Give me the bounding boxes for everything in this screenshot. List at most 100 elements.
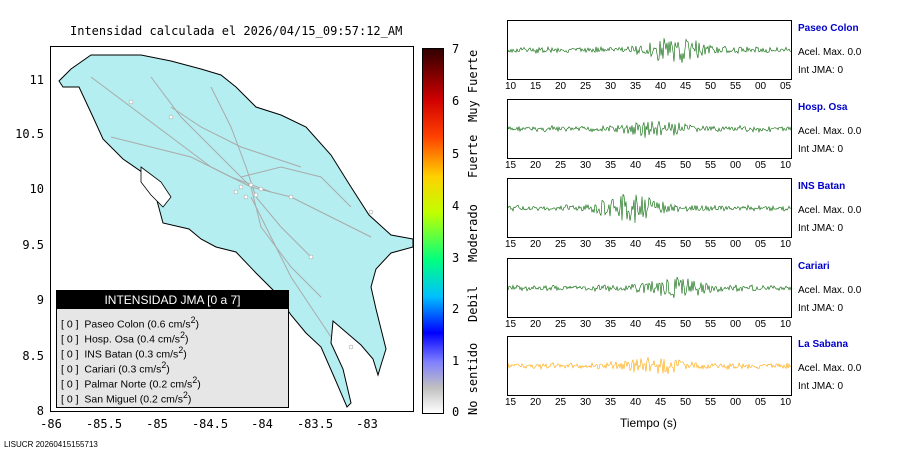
time-tick-label: 00 — [755, 81, 767, 92]
time-tick-label: 35 — [630, 81, 642, 92]
time-tick-label: 35 — [605, 239, 617, 250]
station-jma-intensity: Int JMA: 0 — [798, 144, 844, 155]
time-tick-label: 40 — [655, 81, 667, 92]
station-name[interactable]: Cariari — [798, 261, 830, 272]
waveform-panel[interactable] — [507, 99, 792, 159]
time-tick-label: 25 — [555, 397, 567, 408]
intensity-legend: INTENSIDAD JMA [0 a 7] [ 0 ] Paseo Colon… — [56, 290, 289, 408]
time-tick-label: 05 — [755, 397, 767, 408]
legend-title: INTENSIDAD JMA [0 a 7] — [57, 291, 288, 309]
legend-item: [ 0 ] Cariari (0.3 cm/s2) — [61, 360, 170, 376]
colorbar-word: Debil — [466, 285, 480, 322]
x-tick-label: -83.5 — [296, 417, 334, 431]
map-title: Intensidad calculada el 2026/04/15_09:57… — [70, 24, 403, 38]
waveform-line — [508, 193, 791, 224]
station-name[interactable]: Paseo Colon — [798, 23, 859, 34]
waveform-panel[interactable] — [507, 20, 792, 80]
time-tick-label: 50 — [680, 397, 692, 408]
y-tick-label: 11 — [29, 73, 44, 87]
station-max-acceleration: Acel. Max. 0.0 — [798, 363, 862, 374]
time-tick-label: 35 — [605, 397, 617, 408]
time-tick-label: 15 — [505, 319, 517, 330]
time-tick-label: 00 — [730, 397, 742, 408]
time-tick-label: 10 — [780, 319, 792, 330]
time-tick-label: 40 — [630, 397, 642, 408]
y-tick-label: 10 — [29, 182, 44, 196]
time-tick-label: 05 — [755, 160, 767, 171]
time-tick-label: 45 — [655, 160, 667, 171]
y-tick-label: 10.5 — [15, 127, 44, 141]
time-tick-label: 55 — [705, 160, 717, 171]
legend-item: [ 0 ] San Miguel (0.2 cm/s2) — [61, 390, 192, 406]
time-tick-label: 10 — [780, 160, 792, 171]
time-tick-label: 30 — [580, 239, 592, 250]
time-tick-label: 10 — [780, 397, 792, 408]
colorbar-tick: 7 — [452, 42, 460, 56]
x-tick-label: -84 — [251, 417, 273, 431]
station-max-acceleration: Acel. Max. 0.0 — [798, 126, 862, 137]
time-tick-label: 25 — [555, 239, 567, 250]
station-jma-intensity: Int JMA: 0 — [798, 381, 844, 392]
time-tick-label: 55 — [705, 239, 717, 250]
waveform-panel[interactable] — [507, 258, 792, 318]
time-tick-label: 40 — [630, 319, 642, 330]
time-tick-label: 45 — [655, 239, 667, 250]
waveform-trace — [508, 38, 791, 63]
legend-item: [ 0 ] Paseo Colon (0.6 cm/s2) — [61, 315, 199, 331]
x-tick-label: -84.5 — [191, 417, 229, 431]
town-markers — [128, 99, 374, 350]
time-tick-label: 15 — [505, 239, 517, 250]
time-tick-label: 50 — [680, 160, 692, 171]
time-tick-label: 25 — [580, 81, 592, 92]
colorbar-word: No sentido — [466, 342, 480, 415]
time-tick-label: 15 — [505, 160, 517, 171]
waveform-trace — [508, 193, 791, 224]
waveform-line — [508, 38, 791, 63]
colorbar-word: Muy Fuerte — [466, 49, 480, 122]
time-tick-label: 30 — [580, 160, 592, 171]
time-tick-label: 00 — [730, 239, 742, 250]
station-name[interactable]: La Sabana — [798, 339, 849, 350]
x-tick-label: -83 — [356, 417, 378, 431]
y-tick-label: 9 — [36, 293, 44, 307]
time-tick-label: 45 — [680, 81, 692, 92]
colorbar-word: Moderado — [466, 204, 480, 262]
footer-id: LISUCR 20260415155713 — [4, 440, 98, 449]
waveform-trace — [508, 276, 791, 298]
station-max-acceleration: Acel. Max. 0.0 — [798, 47, 862, 58]
station-name[interactable]: Hosp. Osa — [798, 102, 848, 113]
colorbar-tick: 6 — [452, 94, 460, 108]
y-tick-label: 8 — [36, 404, 44, 418]
time-tick-label: 20 — [530, 397, 542, 408]
station-max-acceleration: Acel. Max. 0.0 — [798, 205, 862, 216]
colorbar-tick: 2 — [452, 302, 460, 316]
station-jma-intensity: Int JMA: 0 — [798, 65, 844, 76]
station-name[interactable]: INS Batan — [798, 181, 846, 192]
colorbar-word: Fuerte — [466, 134, 480, 178]
time-tick-label: 10 — [780, 239, 792, 250]
time-tick-label: 45 — [655, 319, 667, 330]
time-tick-label: 00 — [730, 319, 742, 330]
waveform-line — [508, 276, 791, 298]
time-tick-label: 55 — [705, 319, 717, 330]
time-tick-label: 20 — [530, 319, 542, 330]
station-jma-intensity: Int JMA: 0 — [798, 223, 844, 234]
x-tick-label: -85.5 — [85, 417, 123, 431]
waveform-panel[interactable] — [507, 336, 792, 396]
waveform-panel[interactable] — [507, 178, 792, 238]
time-tick-label: 05 — [755, 239, 767, 250]
time-tick-label: 25 — [555, 319, 567, 330]
time-tick-label: 50 — [705, 81, 717, 92]
time-tick-label: 15 — [505, 397, 517, 408]
time-tick-label: 30 — [580, 397, 592, 408]
time-tick-label: 05 — [780, 81, 792, 92]
time-tick-label: 45 — [655, 397, 667, 408]
time-tick-label: 20 — [530, 239, 542, 250]
y-tick-label: 8.5 — [22, 349, 44, 363]
time-tick-label: 35 — [605, 160, 617, 171]
colorbar-tick: 3 — [452, 251, 460, 265]
time-tick-label: 30 — [605, 81, 617, 92]
legend-item: [ 0 ] Palmar Norte (0.2 cm/s2) — [61, 375, 201, 391]
time-tick-label: 25 — [555, 160, 567, 171]
time-tick-label: 10 — [505, 81, 517, 92]
